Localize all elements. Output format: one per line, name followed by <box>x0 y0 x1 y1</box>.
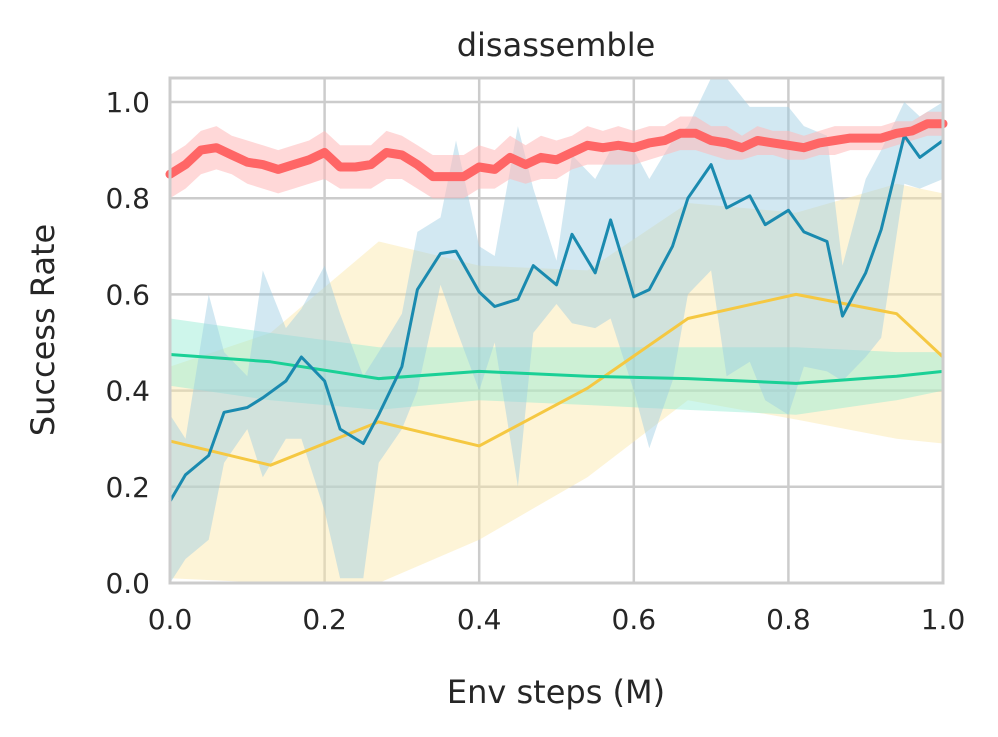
x-tick-label: 1.0 <box>921 603 966 636</box>
x-tick-label: 0.8 <box>766 603 811 636</box>
x-axis-title: Env steps (M) <box>447 673 665 711</box>
green-series-line <box>168 353 945 385</box>
y-tick-label: 0.0 <box>105 567 150 600</box>
yellow-series-line <box>168 292 945 467</box>
chart-title: disassemble <box>457 26 656 64</box>
plot-frame <box>168 76 945 585</box>
green-series-band <box>170 318 943 415</box>
y-tick-label: 0.6 <box>105 278 150 311</box>
series-lines <box>165 119 948 503</box>
x-tick-label: 0.6 <box>612 603 657 636</box>
y-tick-label: 1.0 <box>105 86 150 119</box>
blue-series-line <box>168 134 945 503</box>
y-tick-labels: 0.0 0.2 0.4 0.6 0.8 1.0 <box>105 86 150 600</box>
blue-series-band <box>170 78 943 583</box>
y-tick-label: 0.2 <box>105 471 150 504</box>
y-tick-label: 0.4 <box>105 375 150 408</box>
y-tick-label: 0.8 <box>105 182 150 215</box>
x-tick-label: 0.2 <box>302 603 347 636</box>
red-series-line <box>165 119 948 182</box>
yellow-series-band <box>170 183 943 584</box>
x-tick-labels: 0.0 0.2 0.4 0.6 0.8 1.0 <box>148 603 966 636</box>
x-tick-label: 0.0 <box>148 603 193 636</box>
x-tick-label: 0.4 <box>457 603 502 636</box>
y-axis-title: Success Rate <box>24 224 62 436</box>
